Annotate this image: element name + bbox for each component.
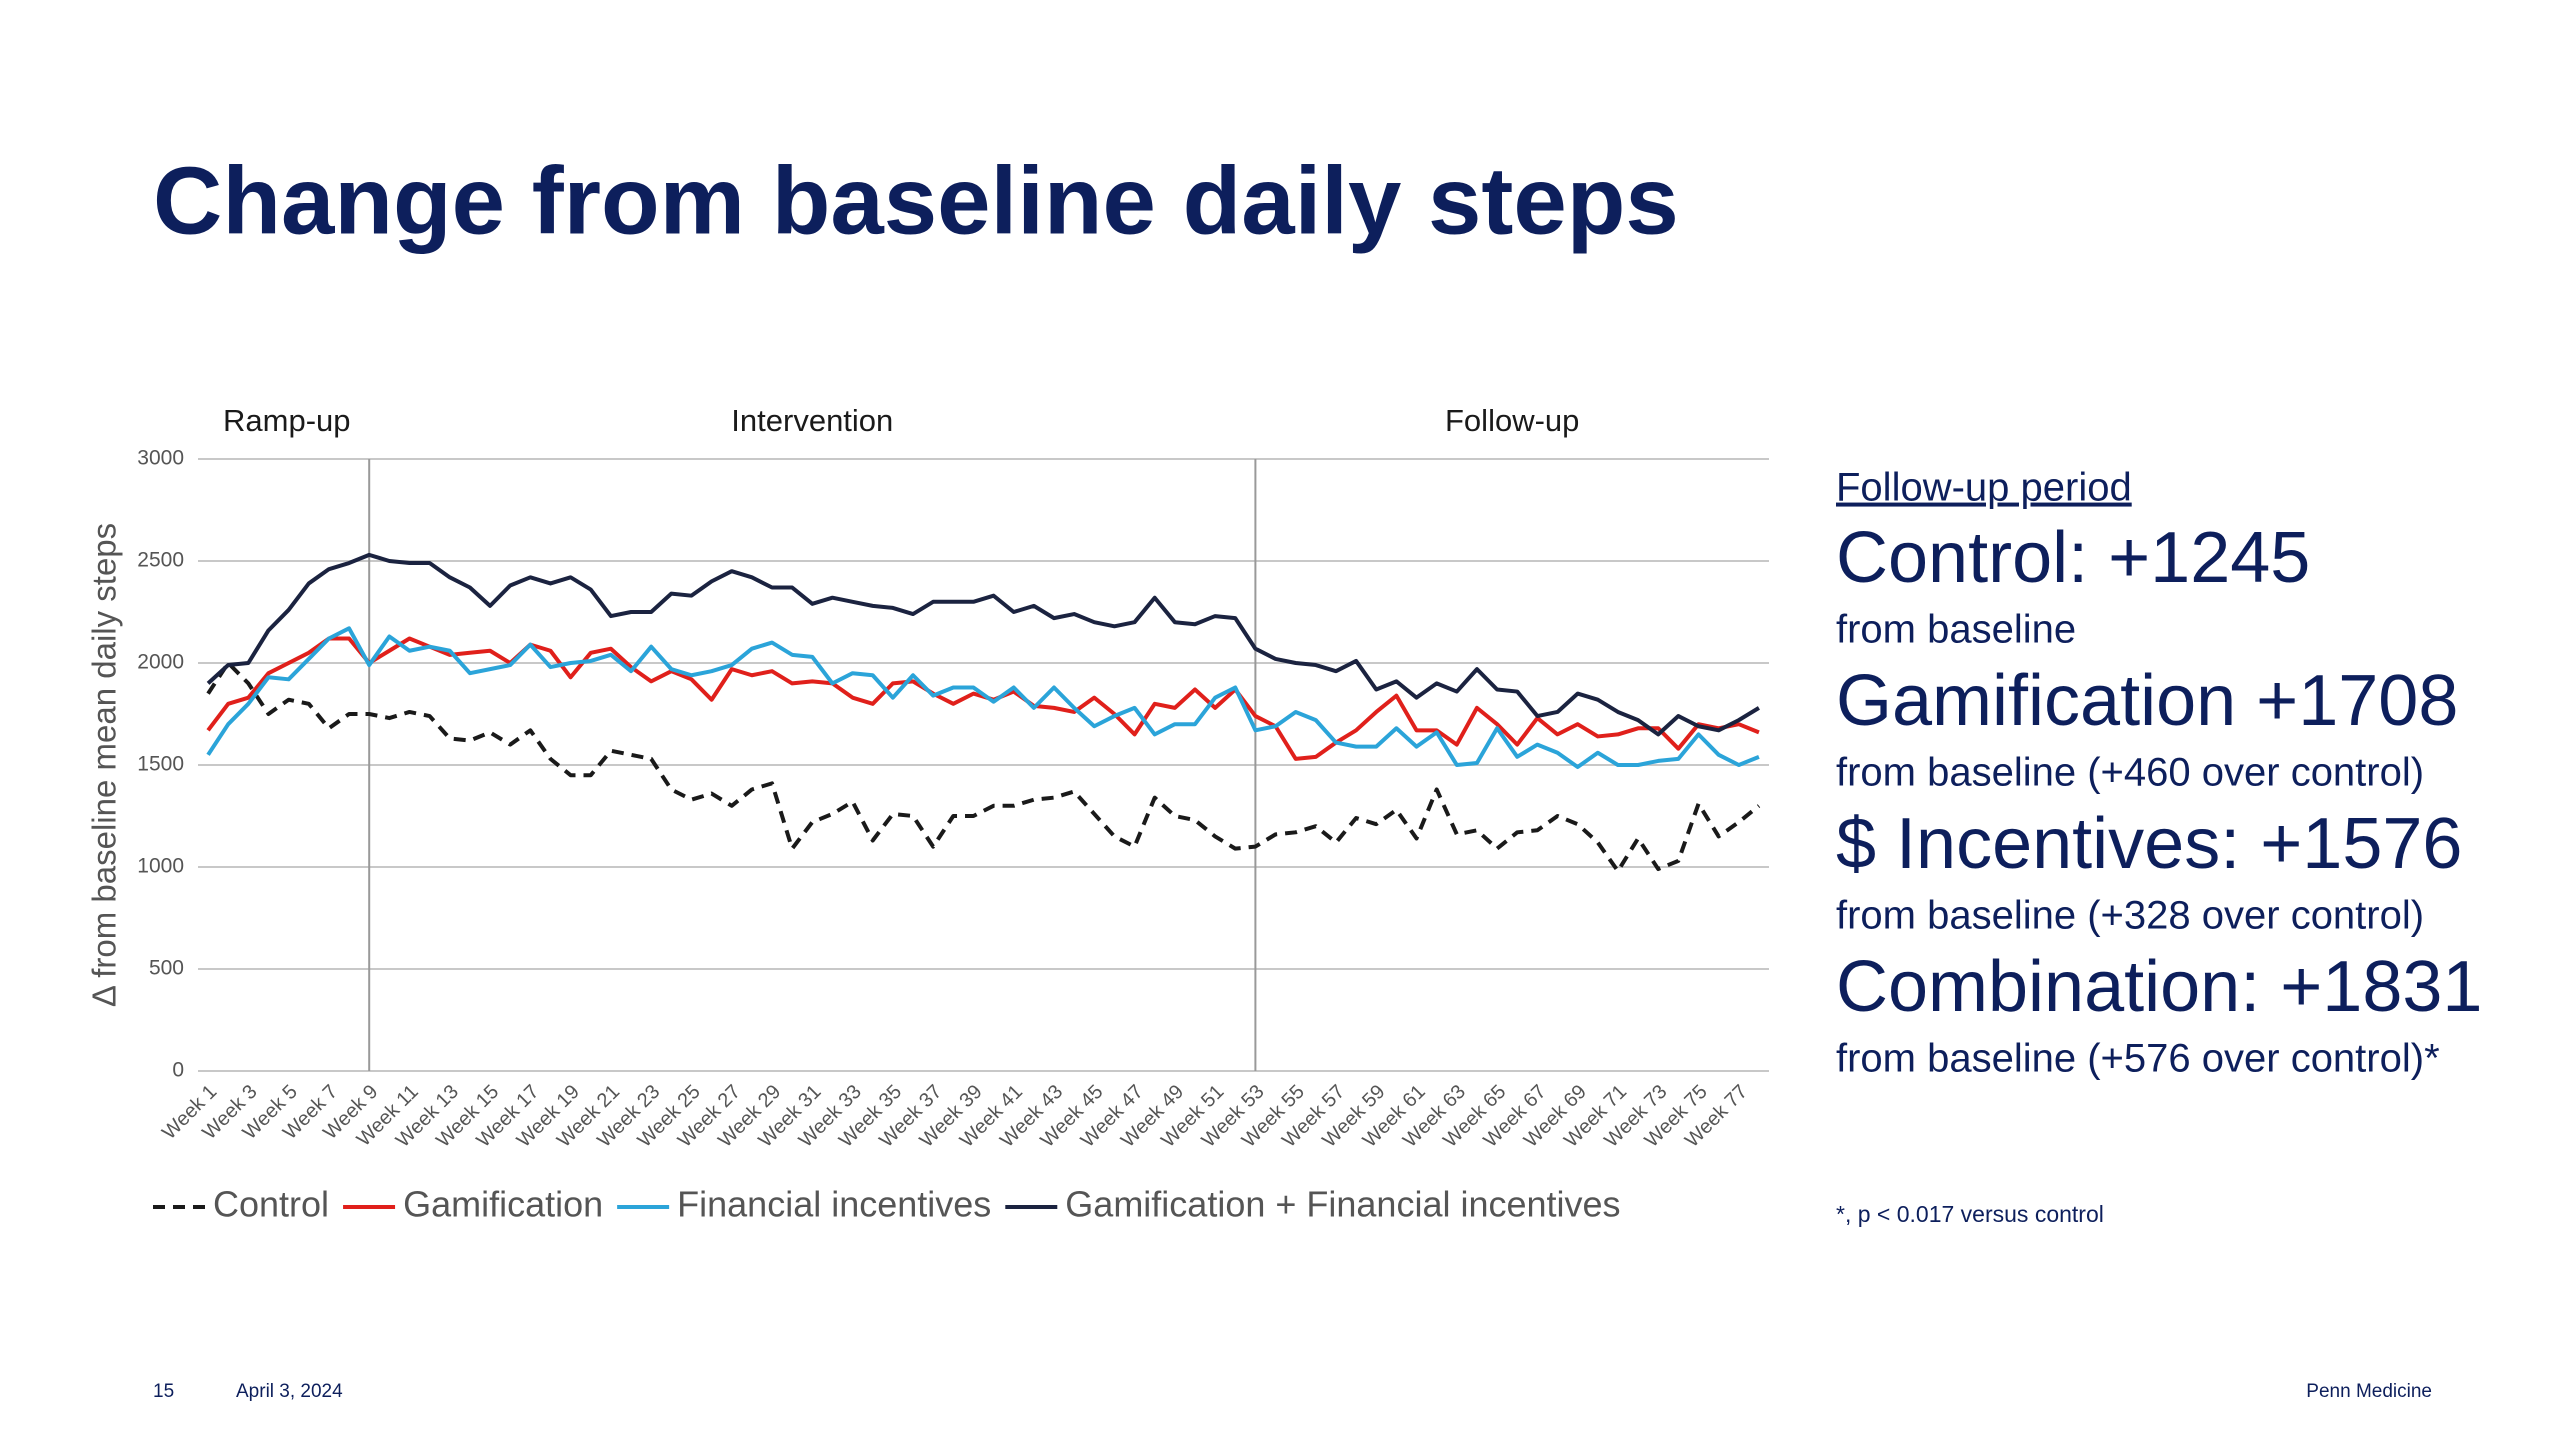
slide-title: Change from baseline daily steps [153, 147, 1679, 254]
y-tick-label: 3000 [137, 447, 184, 470]
panel-headline: Combination: +1831 [1836, 947, 2482, 1027]
y-tick-label: 1500 [137, 753, 184, 776]
legend-label: Financial incentives [677, 1184, 991, 1225]
series-line [206, 636, 1760, 761]
phase-label: Ramp-up [223, 403, 351, 438]
panel-heading: Follow-up period [1836, 466, 2132, 510]
panel-note: from baseline (+576 over control)* [1836, 1037, 2440, 1081]
panel-note: from baseline (+328 over control) [1836, 894, 2424, 938]
page-number: 15 [153, 1381, 174, 1402]
legend-label: Gamification [403, 1184, 603, 1225]
legend-label: Gamification + Financial incentives [1065, 1184, 1620, 1225]
series-line [206, 552, 1760, 737]
footnote: *, p < 0.017 versus control [1836, 1201, 2104, 1227]
panel-headline: Control: +1245 [1836, 518, 2310, 598]
y-tick-label: 0 [172, 1059, 184, 1082]
series-line [206, 626, 1760, 770]
phase-label: Intervention [731, 403, 893, 438]
panel-note: from baseline (+460 over control) [1836, 751, 2424, 795]
panel-note: from baseline [1836, 608, 2076, 652]
y-tick-label: 1000 [137, 855, 184, 878]
footer-brand: Penn Medicine [2306, 1381, 2432, 1402]
y-axis-title: Δ from baseline mean daily steps [86, 523, 123, 1007]
y-tick-label: 500 [149, 957, 184, 980]
legend-label: Control [213, 1184, 329, 1225]
panel-headline: Gamification +1708 [1836, 661, 2458, 741]
series-line [206, 661, 1761, 874]
y-tick-label: 2500 [137, 549, 184, 572]
panel-headline: $ Incentives: +1576 [1836, 804, 2462, 884]
footer-date: April 3, 2024 [236, 1381, 343, 1402]
phase-label: Follow-up [1445, 403, 1579, 438]
y-tick-label: 2000 [137, 651, 184, 674]
